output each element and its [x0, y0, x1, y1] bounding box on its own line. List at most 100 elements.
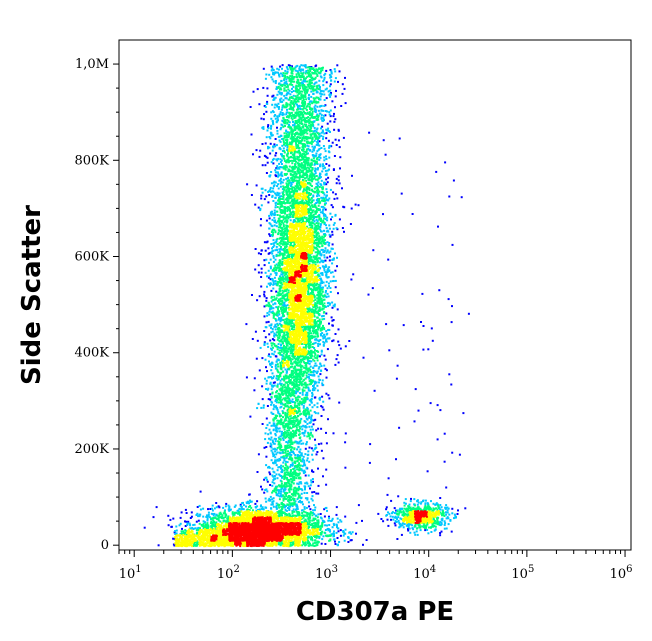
data-point [271, 467, 274, 470]
data-point [304, 488, 306, 491]
data-point [290, 515, 293, 518]
data-point [305, 374, 308, 377]
data-point [334, 286, 337, 289]
data-point [303, 514, 306, 517]
data-point [276, 477, 279, 480]
data-point [282, 167, 285, 170]
data-point [280, 344, 282, 347]
data-point [292, 482, 295, 485]
data-point [216, 518, 219, 521]
data-point [290, 134, 293, 136]
data-point [322, 400, 325, 403]
data-point [324, 215, 327, 218]
data-point [292, 120, 294, 123]
data-point [279, 111, 282, 114]
data-point [281, 421, 284, 424]
data-point [272, 505, 275, 508]
data-point [181, 527, 183, 530]
data-point [296, 103, 298, 106]
data-point [179, 516, 182, 519]
data-point [268, 222, 271, 225]
data-point [199, 527, 201, 530]
data-point [293, 371, 296, 374]
data-point [254, 248, 257, 250]
data-point [299, 419, 302, 422]
data-point [312, 92, 315, 95]
data-point [321, 199, 323, 202]
data-point [261, 164, 264, 167]
data-point [265, 388, 267, 390]
data-point [331, 230, 334, 233]
data-point [282, 375, 285, 378]
data-point [371, 287, 374, 290]
data-point [369, 443, 372, 446]
data-point [280, 212, 283, 214]
data-point [259, 207, 262, 210]
data-point [277, 365, 280, 368]
data-point [280, 475, 282, 477]
data-point [277, 443, 280, 446]
data-point [280, 126, 283, 129]
data-point [262, 406, 265, 409]
data-point [270, 400, 273, 403]
data-point [258, 369, 261, 372]
data-point [323, 147, 326, 150]
data-point [309, 213, 312, 216]
data-point [292, 407, 295, 410]
data-point [294, 66, 297, 69]
data-point [217, 519, 220, 522]
data-point [446, 516, 449, 519]
data-point [354, 203, 357, 206]
data-point [337, 128, 340, 131]
data-point [320, 533, 323, 536]
data-point [413, 498, 416, 501]
data-point [315, 162, 318, 164]
data-point [312, 209, 315, 212]
data-point [286, 180, 289, 183]
data-point [312, 199, 315, 202]
data-point [336, 526, 338, 528]
data-point [318, 217, 321, 220]
data-point [287, 145, 289, 148]
data-point [277, 324, 280, 327]
data-point [291, 512, 294, 515]
data-point [307, 124, 310, 127]
data-point [285, 97, 288, 100]
data-point [274, 282, 277, 285]
data-point [275, 473, 278, 476]
data-point [304, 394, 307, 396]
data-point [304, 514, 307, 517]
data-point [270, 344, 273, 347]
data-point [215, 513, 218, 516]
data-point [268, 175, 271, 178]
data-point [307, 331, 309, 334]
data-point [290, 96, 293, 99]
data-point [319, 228, 322, 231]
data-point [323, 305, 326, 307]
data-point [314, 539, 317, 542]
data-point [256, 88, 259, 91]
data-point [320, 131, 323, 134]
data-point [286, 155, 289, 158]
data-point [274, 114, 277, 116]
data-point [330, 92, 332, 94]
data-point [315, 175, 318, 177]
data-point [277, 459, 280, 462]
data-point [260, 267, 263, 270]
data-point [306, 435, 309, 438]
data-point [285, 377, 288, 380]
data-point [301, 521, 304, 524]
data-point [400, 518, 403, 521]
data-point [319, 333, 322, 336]
data-point [263, 241, 266, 244]
data-point [297, 472, 300, 475]
data-point [293, 151, 296, 154]
data-point [286, 429, 289, 432]
data-point [293, 467, 296, 470]
data-point [271, 103, 274, 106]
data-point [272, 228, 275, 231]
data-point [225, 513, 228, 516]
data-point [273, 276, 276, 279]
data-point [280, 92, 283, 95]
data-point [306, 538, 309, 541]
